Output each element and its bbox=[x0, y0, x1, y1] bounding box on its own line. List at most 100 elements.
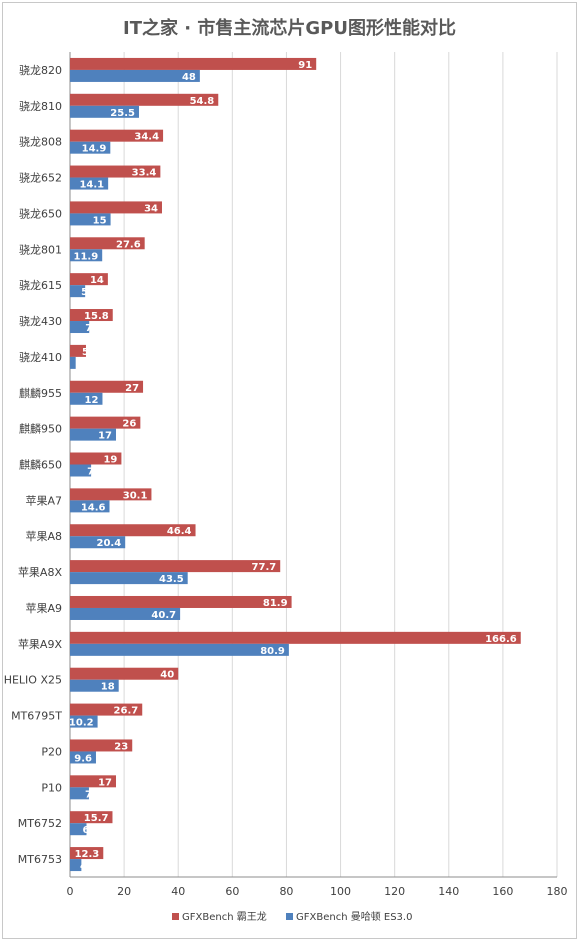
data-label: 18 bbox=[101, 682, 115, 693]
bar-series-1 bbox=[70, 739, 133, 752]
data-label: 11.9 bbox=[74, 251, 99, 262]
data-label: 80.9 bbox=[260, 646, 285, 657]
category-label: P10 bbox=[41, 781, 62, 794]
category-label: 骁龙810 bbox=[19, 99, 62, 113]
data-label: 40 bbox=[160, 670, 174, 681]
category-label: HELIO X25 bbox=[4, 674, 62, 687]
category-label: 骁龙410 bbox=[19, 350, 62, 364]
data-label: 166.6 bbox=[485, 634, 517, 645]
bar-series-1 bbox=[70, 452, 122, 465]
bar-series-1 bbox=[70, 273, 108, 286]
bar-series-1 bbox=[70, 129, 164, 142]
bar-series-2 bbox=[70, 500, 110, 513]
bar-series-2 bbox=[70, 572, 188, 585]
bar-series-2 bbox=[70, 392, 103, 405]
data-label: 81.9 bbox=[263, 598, 288, 609]
data-label: 33.4 bbox=[132, 168, 157, 179]
bar-series-2 bbox=[70, 643, 289, 656]
bar-series-2 bbox=[70, 105, 139, 118]
data-label: 91 bbox=[298, 60, 312, 71]
category-label: 骁龙801 bbox=[19, 242, 62, 256]
data-label: 2.1 bbox=[80, 359, 98, 370]
data-label: 20.4 bbox=[97, 538, 122, 549]
x-tick-label: 60 bbox=[225, 885, 239, 898]
data-label: 5.6 bbox=[81, 287, 99, 298]
bar-series-1 bbox=[70, 847, 104, 860]
data-label: 12 bbox=[85, 395, 99, 406]
x-tick-label: 120 bbox=[384, 885, 405, 898]
data-label: 15 bbox=[93, 215, 107, 226]
category-label: MT6795T bbox=[11, 710, 62, 723]
bar-series-2 bbox=[70, 823, 87, 836]
data-label: 54.8 bbox=[190, 96, 215, 107]
category-label: MT6752 bbox=[18, 817, 62, 830]
bar-series-1 bbox=[70, 344, 86, 357]
data-label: 15.7 bbox=[84, 813, 109, 824]
data-label: 17 bbox=[98, 431, 112, 442]
bar-series-2 bbox=[70, 356, 76, 369]
category-label: MT6753 bbox=[18, 853, 62, 866]
data-label: 5.9 bbox=[82, 347, 100, 358]
category-label: 麒麟650 bbox=[19, 458, 62, 472]
bar-series-1 bbox=[70, 631, 521, 644]
bar-series-1 bbox=[70, 775, 116, 788]
bar-series-1 bbox=[70, 93, 219, 106]
bar-series-2 bbox=[70, 787, 89, 800]
category-label: 骁龙652 bbox=[19, 171, 62, 185]
data-label: 10.2 bbox=[69, 718, 94, 729]
category-label: 苹果A9 bbox=[25, 601, 62, 615]
data-label: 26 bbox=[122, 419, 136, 430]
bar-series-1 bbox=[70, 201, 162, 214]
data-label: 43.5 bbox=[159, 574, 184, 585]
data-label: 23 bbox=[114, 741, 128, 752]
data-label: 14.6 bbox=[81, 502, 106, 513]
data-label: 7.8 bbox=[87, 467, 105, 478]
data-label: 14.9 bbox=[82, 144, 107, 155]
bar-series-2 bbox=[70, 464, 92, 477]
data-label: 77.7 bbox=[252, 562, 277, 573]
legend-entry: GFXBench 曼哈顿 ES3.0 bbox=[296, 910, 412, 923]
data-label: 34 bbox=[144, 203, 158, 214]
bar-series-2 bbox=[70, 679, 119, 692]
data-label: 14 bbox=[90, 275, 104, 286]
data-label: 48 bbox=[182, 72, 196, 83]
bar-series-2 bbox=[70, 321, 90, 334]
bar-series-2 bbox=[70, 428, 116, 441]
category-label: 麒麟955 bbox=[19, 386, 62, 400]
bar-series-2 bbox=[70, 751, 96, 764]
bar-series-2 bbox=[70, 213, 111, 226]
category-label: 骁龙650 bbox=[19, 206, 62, 220]
bar-series-2 bbox=[70, 141, 111, 154]
bar-series-2 bbox=[70, 177, 109, 190]
bar-series-1 bbox=[70, 416, 141, 429]
x-tick-label: 40 bbox=[171, 885, 185, 898]
legend-entry: GFXBench 霸王龙 bbox=[182, 910, 267, 923]
category-label: 苹果A8X bbox=[18, 565, 63, 579]
data-label: 9.6 bbox=[74, 753, 92, 764]
data-label: 7.1 bbox=[85, 323, 103, 334]
bar-series-1 bbox=[70, 57, 317, 70]
bar-series-1 bbox=[70, 667, 179, 680]
data-label: 14.1 bbox=[79, 180, 104, 191]
bar-series-2 bbox=[70, 859, 82, 872]
data-label: 19 bbox=[103, 455, 117, 466]
bar-series-1 bbox=[70, 309, 113, 322]
bar-series-1 bbox=[70, 595, 292, 608]
bar-series-1 bbox=[70, 380, 144, 393]
data-label: 40.7 bbox=[151, 610, 176, 621]
x-tick-label: 180 bbox=[547, 885, 568, 898]
category-label: P20 bbox=[41, 745, 62, 758]
category-label: 骁龙808 bbox=[19, 135, 62, 149]
bar-series-1 bbox=[70, 237, 145, 250]
data-label: 6.1 bbox=[83, 825, 101, 836]
category-label: 骁龙820 bbox=[19, 63, 62, 77]
data-label: 30.1 bbox=[123, 490, 148, 501]
bar-series-2 bbox=[70, 69, 200, 82]
category-label: 骁龙615 bbox=[19, 278, 62, 292]
bar-series-1 bbox=[70, 165, 161, 178]
legend-swatch bbox=[172, 913, 179, 920]
data-label: 27 bbox=[125, 383, 139, 394]
bar-series-2 bbox=[70, 285, 86, 298]
x-tick-label: 100 bbox=[330, 885, 351, 898]
